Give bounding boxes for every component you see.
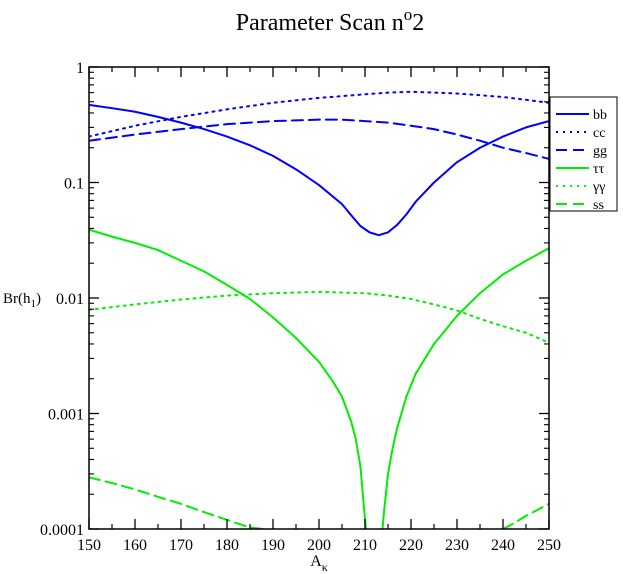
legend-items: bb cc gg ττ γγ ss bbox=[556, 108, 607, 213]
x-tick-label: 230 bbox=[445, 537, 469, 554]
y-tick-label: 0.01 bbox=[56, 291, 84, 308]
legend-label-5: ss bbox=[593, 198, 604, 213]
x-axis-label: Aκ bbox=[310, 553, 328, 574]
tick-layer: 150 160 170 180 190 200 210 220 230 240 250 0.0001 0… bbox=[40, 60, 561, 554]
y-tick-label: 1 bbox=[76, 60, 84, 77]
x-axis-label-sub: κ bbox=[322, 560, 328, 574]
series-layer bbox=[89, 90, 549, 529]
y-tick-label: 0.1 bbox=[64, 176, 84, 193]
y-axis-label-tail: ) bbox=[36, 291, 41, 307]
legend-label-2: gg bbox=[593, 144, 607, 159]
chart-title-tail: 2 bbox=[412, 10, 424, 36]
x-tick-label: 150 bbox=[77, 537, 101, 554]
y-axis-label: Br(h1) bbox=[3, 291, 41, 310]
x-axis-label-main: A bbox=[310, 553, 322, 570]
chart-title: Parameter Scan no2 bbox=[236, 5, 424, 36]
series-line-5 bbox=[89, 476, 549, 529]
chart-title-main: Parameter Scan n bbox=[236, 10, 404, 36]
x-tick-label: 240 bbox=[491, 537, 515, 554]
legend-label-3: ττ bbox=[593, 162, 605, 177]
x-tick-label: 170 bbox=[169, 537, 193, 554]
x-tick-label: 220 bbox=[399, 537, 423, 554]
legend-box bbox=[549, 96, 618, 212]
plot-frame bbox=[88, 66, 550, 530]
y-axis-label-main: Br(h bbox=[3, 291, 31, 307]
y-axis-label-sub: 1 bbox=[31, 298, 37, 310]
x-tick-label: 180 bbox=[215, 537, 239, 554]
y-tick-label: 0.0001 bbox=[40, 522, 84, 539]
series-line-0 bbox=[89, 103, 549, 237]
series-line-1 bbox=[89, 90, 549, 138]
y-tick-label: 0.001 bbox=[48, 407, 84, 424]
series-line-2 bbox=[89, 118, 549, 160]
legend-label-4: γγ bbox=[592, 180, 605, 195]
chart-title-sup: o bbox=[404, 5, 413, 24]
x-tick-label: 160 bbox=[123, 537, 147, 554]
legend: bb cc gg ττ γγ ss bbox=[549, 96, 618, 213]
x-tick-label: 250 bbox=[537, 537, 561, 554]
legend-label-1: cc bbox=[593, 126, 605, 141]
series-line-4 bbox=[89, 290, 549, 344]
series-line-3 bbox=[89, 228, 549, 529]
x-tick-label: 210 bbox=[353, 537, 377, 554]
x-tick-label: 200 bbox=[307, 537, 331, 554]
x-tick-label: 190 bbox=[261, 537, 285, 554]
legend-label-0: bb bbox=[593, 108, 607, 123]
